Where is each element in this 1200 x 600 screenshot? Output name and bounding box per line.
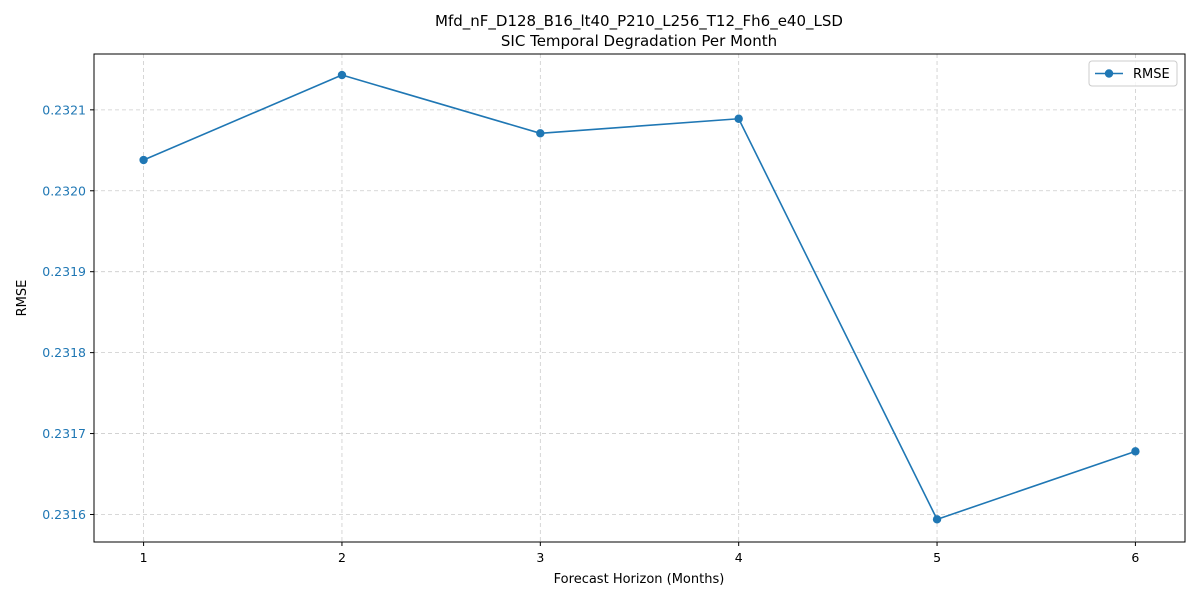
x-tick-label: 2 — [338, 550, 346, 565]
x-tick-label: 6 — [1131, 550, 1139, 565]
x-tick-label: 3 — [536, 550, 544, 565]
chart-title: Mfd_nF_D128_B16_lt40_P210_L256_T12_Fh6_e… — [435, 12, 843, 31]
legend: RMSE — [1088, 60, 1178, 87]
x-axis-label: Forecast Horizon (Months) — [554, 572, 725, 587]
y-tick-label: 0.2318 — [42, 345, 86, 360]
x-tick-label: 1 — [140, 550, 148, 565]
data-point — [536, 129, 545, 138]
axis-ticks: 1 2 3 4 5 6 0.2316 0.2317 0.2318 0.2319 0.2320 0.23… — [42, 102, 1139, 565]
legend-label: RMSE — [1133, 67, 1170, 82]
x-tick-label: 4 — [735, 550, 743, 565]
y-tick-label: 0.2320 — [42, 183, 86, 198]
y-axis-label: RMSE — [15, 280, 30, 317]
data-point — [734, 114, 743, 123]
series-line — [143, 74, 1136, 521]
series-rmse — [139, 70, 1140, 524]
legend-box — [1088, 60, 1178, 87]
plot-frame — [93, 53, 1186, 543]
legend-marker — [1104, 69, 1114, 78]
chart-subtitle: SIC Temporal Degradation Per Month — [501, 32, 777, 50]
data-point — [1131, 447, 1140, 456]
data-point — [932, 515, 942, 524]
x-tick-label: 5 — [933, 550, 941, 565]
grid — [94, 54, 1185, 542]
y-tick-label: 0.2321 — [42, 102, 86, 117]
y-tick-label: 0.2317 — [42, 426, 86, 441]
y-tick-label: 0.2316 — [42, 507, 86, 522]
data-point — [139, 155, 148, 165]
data-point — [337, 70, 347, 80]
y-tick-label: 0.2319 — [42, 264, 86, 279]
